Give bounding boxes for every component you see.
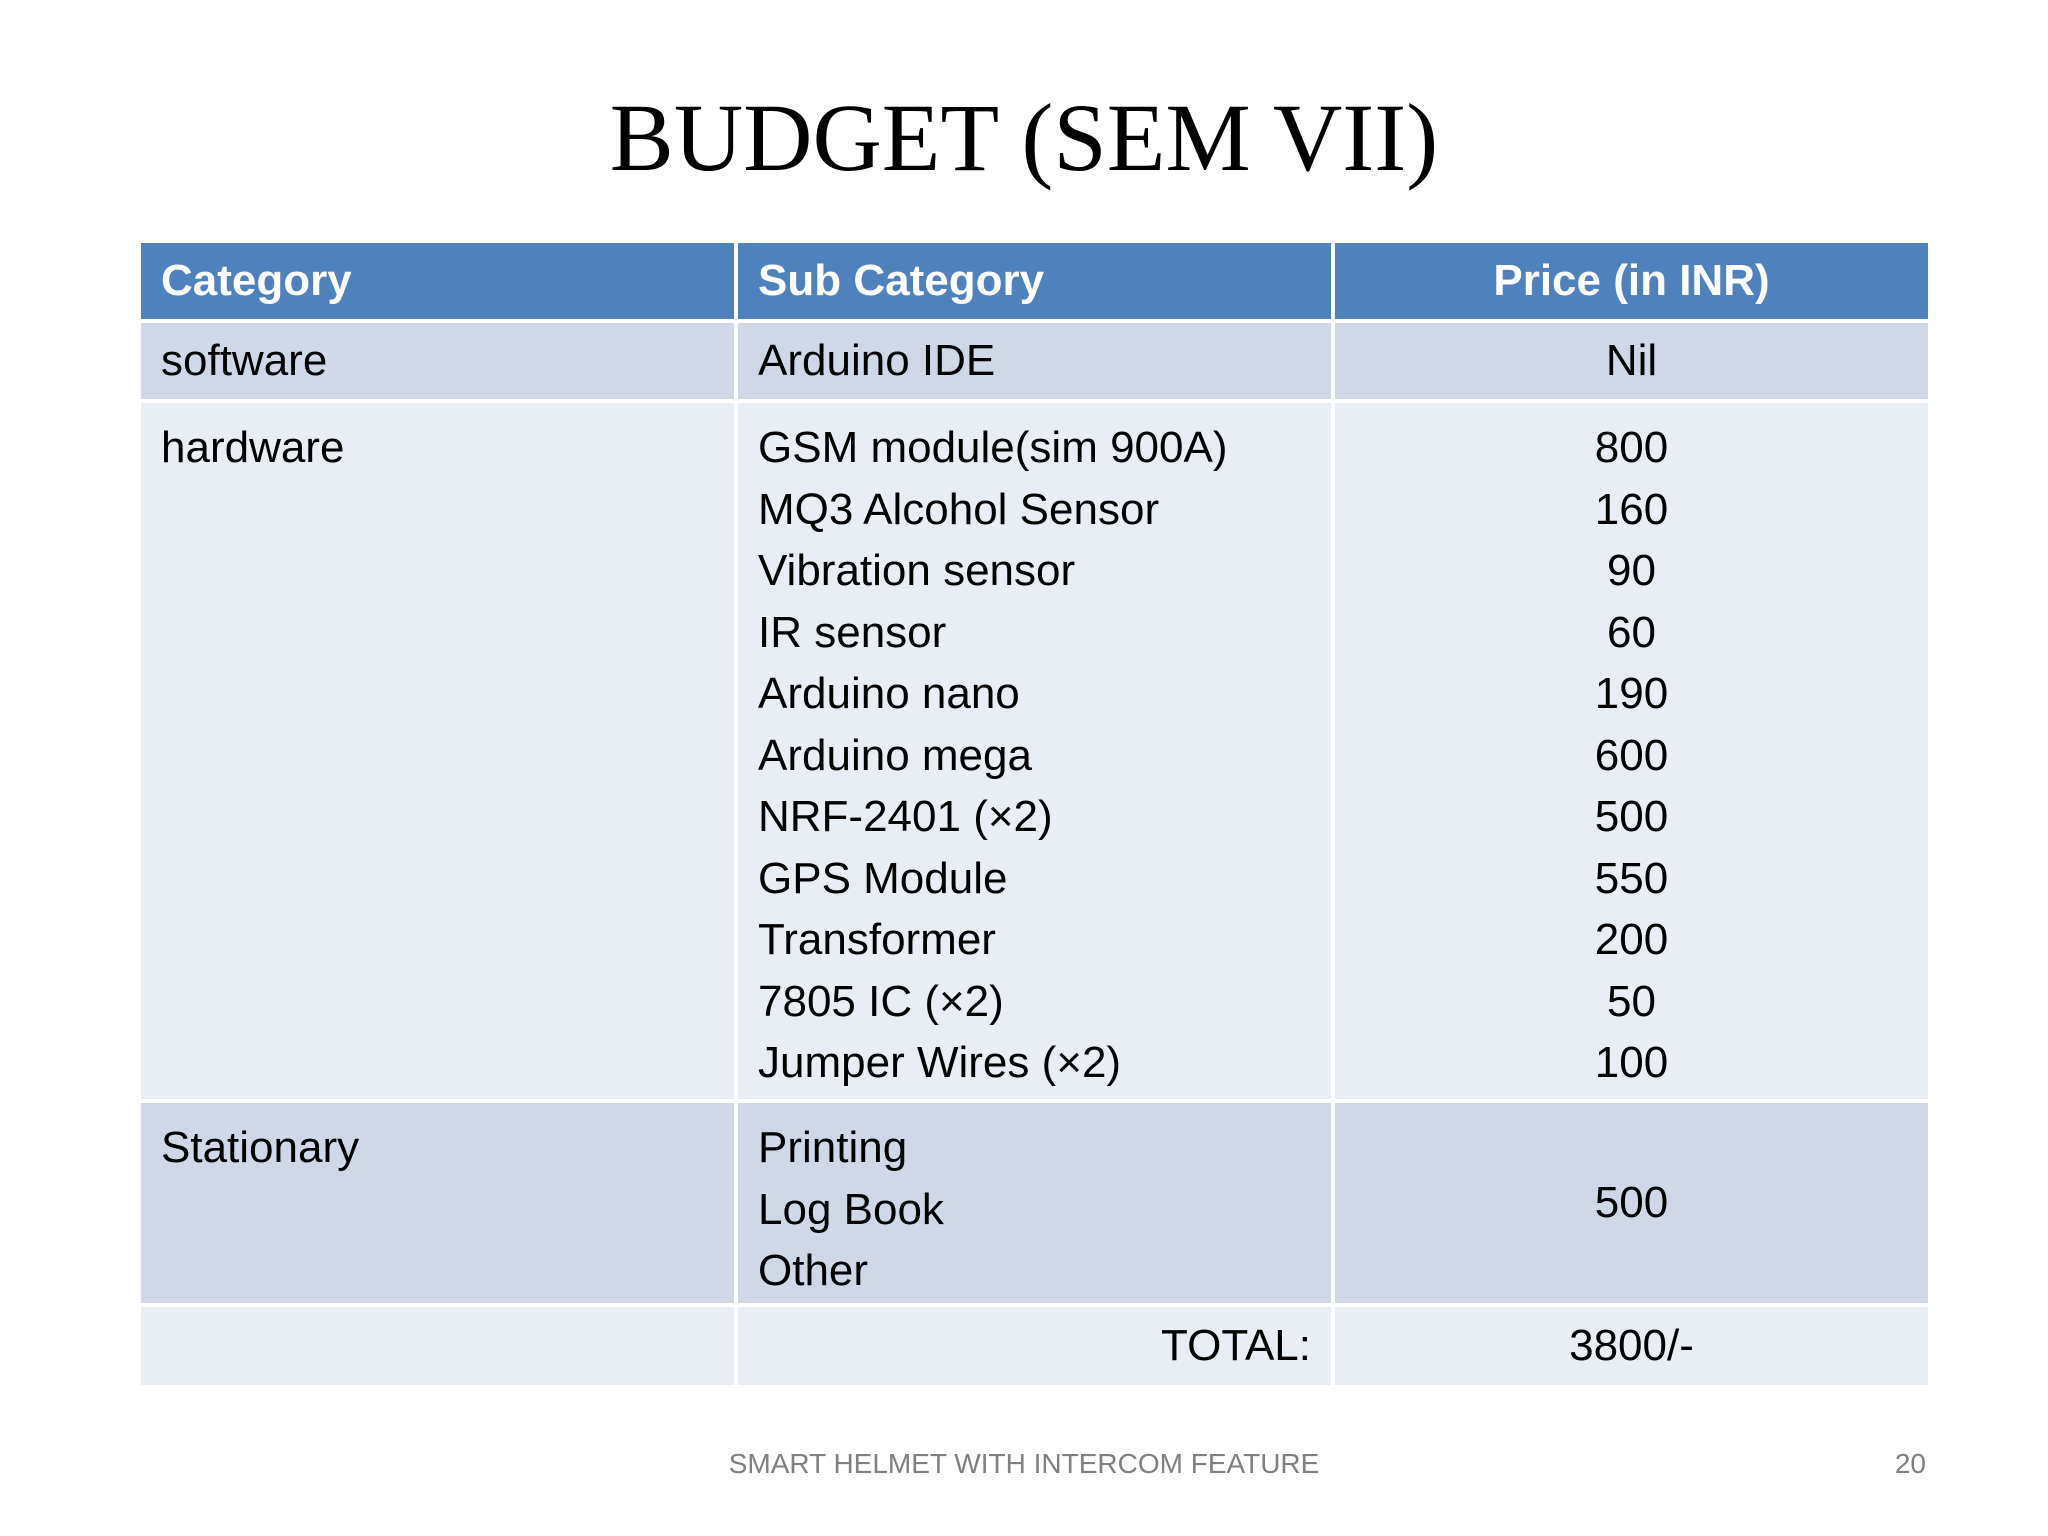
empty-cell xyxy=(137,1303,738,1389)
list-item: MQ3 Alcohol Sensor xyxy=(758,484,1160,534)
table-row-software: software Arduino IDE Nil xyxy=(137,319,1932,403)
price-value: 60 xyxy=(1607,607,1656,657)
header-sub-category: Sub Category xyxy=(734,239,1335,323)
header-price: Price (in INR) xyxy=(1331,239,1932,323)
table-header-row: Category Sub Category Price (in INR) xyxy=(137,239,1932,323)
table-row-stationary: Stationary Printing Log Book Other 500 xyxy=(137,1099,1932,1307)
list-item: GPS Module xyxy=(758,853,1008,903)
budget-table: Category Sub Category Price (in INR) sof… xyxy=(137,239,1932,1389)
category-label: hardware xyxy=(161,423,345,472)
list-item: Other xyxy=(758,1246,869,1295)
price-value: 50 xyxy=(1607,976,1656,1026)
category-cell: Stationary xyxy=(137,1099,738,1307)
slide-footer: SMART HELMET WITH INTERCOM FEATURE xyxy=(728,1448,1320,1479)
price-value: 600 xyxy=(1594,730,1669,780)
sub-category-cell: Arduino IDE xyxy=(734,319,1335,403)
price-value: 100 xyxy=(1594,1038,1669,1087)
list-item: Jumper Wires (×2) xyxy=(758,1038,1122,1087)
table-row-hardware: hardware GSM module(sim 900A) MQ3 Alcoho… xyxy=(137,399,1932,1103)
price-cell: 800 160 90 60 190 600 500 550 200 50 100 xyxy=(1331,399,1932,1103)
list-item: 7805 IC (×2) xyxy=(758,976,1004,1026)
price-value: 90 xyxy=(1607,546,1656,595)
page-number: 20 xyxy=(1894,1448,1926,1479)
list-item: Arduino nano xyxy=(758,669,1020,718)
list-item: Vibration sensor xyxy=(758,546,1076,595)
list-item: IR sensor xyxy=(758,607,947,657)
slide-title: BUDGET (SEM VII) xyxy=(609,84,1439,191)
list-item: Printing xyxy=(758,1123,908,1172)
category-cell: hardware xyxy=(137,399,738,1103)
price-cell: 500 xyxy=(1331,1099,1932,1307)
sub-category-cell: Printing Log Book Other xyxy=(734,1099,1335,1307)
total-value: 3800/- xyxy=(1331,1303,1932,1389)
table-row-total: TOTAL: 3800/- xyxy=(137,1303,1932,1389)
list-item: GSM module(sim 900A) xyxy=(758,423,1228,472)
list-item: Transformer xyxy=(758,915,996,964)
total-label: TOTAL: xyxy=(734,1303,1335,1389)
price-value: 160 xyxy=(1594,484,1669,534)
price-value: 550 xyxy=(1594,853,1669,903)
price-value: 800 xyxy=(1594,423,1669,472)
header-category: Category xyxy=(137,239,738,323)
price-value: 190 xyxy=(1594,669,1669,718)
price-cell: Nil xyxy=(1331,319,1932,403)
price-value: 200 xyxy=(1594,915,1669,964)
category-label: Stationary xyxy=(161,1123,360,1172)
list-item: Log Book xyxy=(758,1184,944,1234)
category-cell: software xyxy=(137,319,738,403)
list-item: NRF-2401 (×2) xyxy=(758,792,1053,841)
list-item: Arduino mega xyxy=(758,730,1032,780)
sub-category-cell: GSM module(sim 900A) MQ3 Alcohol Sensor … xyxy=(734,399,1335,1103)
price-value: 500 xyxy=(1594,792,1669,841)
